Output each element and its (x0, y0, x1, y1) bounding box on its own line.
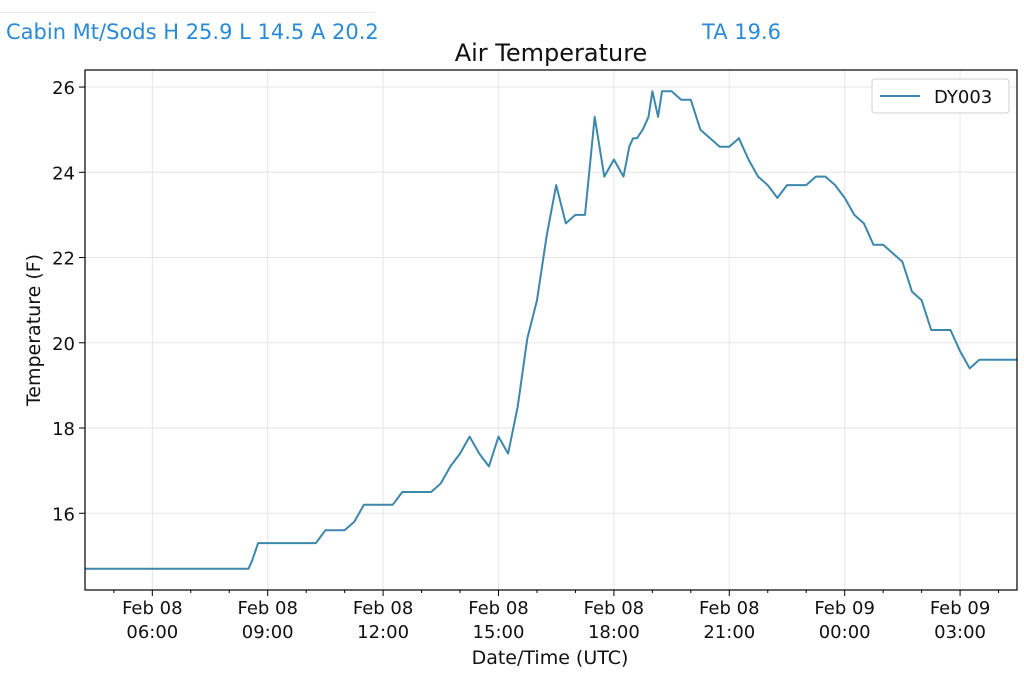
x-tick-label-time: 09:00 (242, 622, 294, 643)
x-tick-label-time: 12:00 (357, 622, 409, 643)
x-axis-label: Date/Time (UTC) (472, 647, 629, 669)
legend: DY003 (871, 78, 1010, 114)
x-tick-label-date: Feb 08 (122, 598, 183, 619)
x-tick-label-date: Feb 08 (584, 598, 645, 619)
legend-label-dy003: DY003 (934, 87, 992, 108)
chart-title: Air Temperature (455, 39, 648, 67)
x-tick-label-date: Feb 08 (353, 598, 414, 619)
y-axis-label: Temperature (F) (23, 254, 45, 407)
legend-box (871, 78, 1010, 114)
ta-readout-text: TA 19.6 (702, 20, 781, 44)
y-tick-label: 24 (52, 163, 75, 184)
y-tick-label: 26 (52, 78, 75, 99)
y-axis-ticks: 16 18 20 22 24 26 (52, 78, 85, 525)
x-tick-label-date: Feb 09 (814, 598, 875, 619)
x-tick-label-time: 03:00 (934, 622, 986, 643)
y-tick-label: 20 (52, 334, 75, 355)
station-summary-text: Cabin Mt/Sods H 25.9 L 14.5 A 20.2 (6, 20, 379, 44)
x-tick-label-date: Feb 08 (699, 598, 760, 619)
series-line-group (85, 90, 1017, 570)
x-tick-label-time: 15:00 (473, 622, 525, 643)
y-tick-label: 16 (52, 504, 75, 525)
x-tick-label-time: 00:00 (819, 622, 871, 643)
y-tick-label: 18 (52, 419, 75, 440)
y-tick-label: 22 (52, 249, 75, 270)
series-line-dy003 (85, 90, 1017, 570)
x-tick-label-date: Feb 09 (930, 598, 991, 619)
plot-frame (84, 69, 1018, 591)
x-tick-label-date: Feb 08 (237, 598, 298, 619)
x-tick-label-time: 21:00 (703, 622, 755, 643)
grid-lines (85, 70, 1017, 590)
x-tick-label-time: 06:00 (126, 622, 178, 643)
header-divider (0, 12, 375, 13)
x-tick-label-date: Feb 08 (468, 598, 529, 619)
x-axis-ticks: Feb 08 06:00 Feb 08 09:00 Feb 08 12:00 Feb 08 1… (113, 590, 1000, 643)
x-tick-label-time: 18:00 (588, 622, 640, 643)
